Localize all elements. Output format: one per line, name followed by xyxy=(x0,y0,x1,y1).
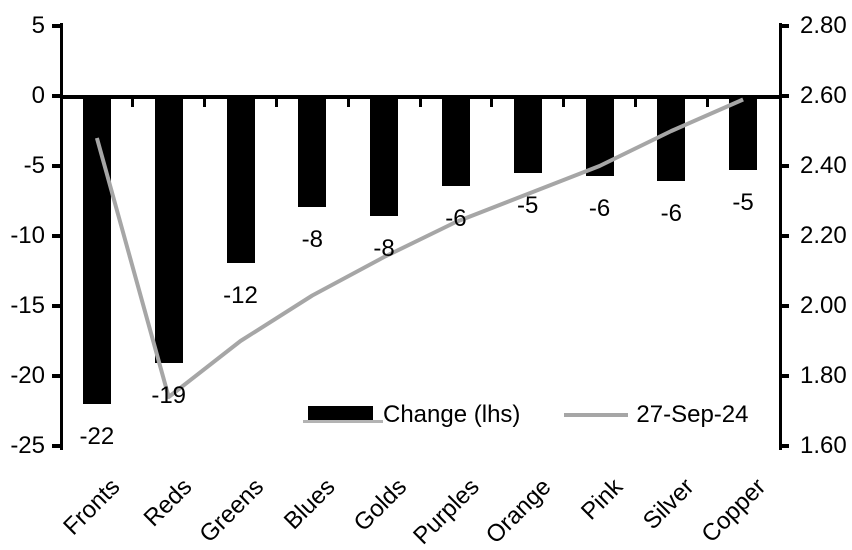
x-axis-tick xyxy=(490,99,494,107)
left-axis-tick-label: -15 xyxy=(10,292,45,319)
bar-value-label: -5 xyxy=(732,189,754,217)
left-axis-spine xyxy=(60,23,63,450)
right-axis-tick-label: 2.40 xyxy=(800,152,847,179)
right-axis-tick xyxy=(779,374,789,378)
left-axis-tick xyxy=(52,24,61,28)
left-axis-tick xyxy=(52,444,61,448)
x-axis-tick xyxy=(418,99,422,107)
bar-value-label: -19 xyxy=(151,382,187,410)
category-label: Pink xyxy=(575,473,628,526)
legend-bar-swatch xyxy=(303,406,383,424)
category-label: Reds xyxy=(138,473,198,533)
bar-value-label: -6 xyxy=(660,200,682,228)
category-label: Orange xyxy=(480,473,557,549)
bar xyxy=(513,96,542,173)
bar-value-label: -6 xyxy=(588,194,611,222)
bar-value-label: -5 xyxy=(517,192,539,219)
bar xyxy=(154,96,183,364)
right-axis-tick-label: 1.60 xyxy=(800,432,847,459)
left-axis-tick xyxy=(52,374,61,378)
category-label: Blues xyxy=(279,473,341,535)
category-label: Purples xyxy=(407,473,485,550)
right-axis-tick-label: 2.60 xyxy=(800,82,847,109)
left-axis-tick-label: -20 xyxy=(10,362,45,389)
category-label: Silver xyxy=(638,473,700,535)
category-label: Fronts xyxy=(58,473,126,541)
left-axis-tick-label: -10 xyxy=(10,222,45,249)
legend-label-change: Change (lhs) xyxy=(383,401,521,428)
x-axis-tick xyxy=(346,99,350,107)
bar xyxy=(657,96,686,182)
bar xyxy=(441,96,470,186)
right-axis-tick-label: 2.80 xyxy=(800,12,847,39)
bar xyxy=(226,96,255,263)
category-label: Greens xyxy=(194,473,269,549)
x-axis-tick xyxy=(705,99,709,107)
right-axis-tick-label: 1.80 xyxy=(800,362,847,389)
right-axis-tick xyxy=(779,164,789,168)
left-axis-tick-label: 5 xyxy=(31,12,45,39)
x-axis-tick xyxy=(633,99,637,107)
right-axis-tick xyxy=(779,304,789,308)
right-axis-tick xyxy=(779,24,789,28)
bar xyxy=(370,96,399,217)
category-label: Copper xyxy=(696,473,772,549)
bar xyxy=(82,96,111,404)
bar xyxy=(298,96,327,207)
left-axis-tick-label: -5 xyxy=(23,152,45,179)
bar-value-label: -6 xyxy=(445,204,467,232)
legend-bar-underline xyxy=(303,420,383,423)
x-axis-tick xyxy=(274,99,278,107)
right-axis-tick-label: 2.00 xyxy=(800,292,847,319)
right-axis-tick-label: 2.20 xyxy=(800,222,847,249)
bar xyxy=(585,96,614,176)
bar-value-label: -22 xyxy=(79,423,115,450)
x-axis-tick xyxy=(562,99,566,107)
x-axis-line xyxy=(60,95,782,99)
legend: Change (lhs) 27-Sep-24 xyxy=(303,398,748,432)
x-axis-tick xyxy=(131,99,135,107)
bar-value-label: -8 xyxy=(373,235,395,263)
legend-label-date: 27-Sep-24 xyxy=(636,401,749,428)
bar-swatch-icon xyxy=(308,406,373,420)
right-axis-tick xyxy=(779,444,789,448)
bar-value-label: -8 xyxy=(301,225,323,253)
bar-value-label: -12 xyxy=(223,281,258,309)
left-axis-tick xyxy=(52,94,61,98)
bar xyxy=(729,96,758,171)
line-swatch-icon xyxy=(564,413,629,417)
x-axis-tick xyxy=(203,99,207,107)
right-axis-tick xyxy=(779,234,789,238)
left-axis-tick xyxy=(52,164,61,168)
category-label: Golds xyxy=(349,473,413,537)
right-axis-tick xyxy=(779,94,789,98)
left-axis-tick-label: 0 xyxy=(31,82,45,109)
left-axis-tick xyxy=(52,234,61,238)
left-axis-tick-label: -25 xyxy=(10,432,45,459)
left-axis-tick xyxy=(52,304,61,308)
